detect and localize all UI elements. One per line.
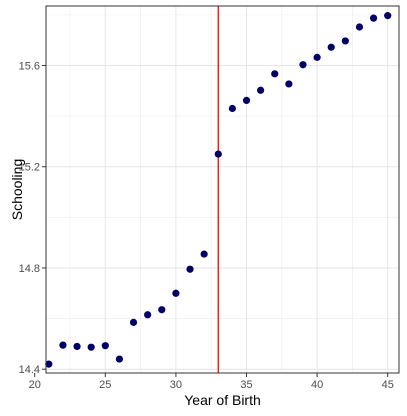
data-point <box>384 12 392 20</box>
data-point <box>101 342 109 350</box>
y-axis-ticks: 14.4 14.8 15.2 15.6 <box>19 60 46 376</box>
data-point <box>172 289 180 297</box>
x-axis-ticks: 20 25 30 35 40 45 <box>29 373 394 391</box>
data-point <box>257 86 265 94</box>
plot-panel-border <box>45 5 400 374</box>
x-tick-label: 20 <box>29 379 41 391</box>
y-axis-title: Schooling <box>9 159 25 221</box>
y-tick-label: 14.4 <box>19 364 40 376</box>
x-tick-label: 40 <box>311 379 323 391</box>
data-point <box>341 37 349 45</box>
data-point <box>144 311 152 319</box>
x-tick-label: 25 <box>99 379 111 391</box>
data-point <box>327 43 335 51</box>
major-gridlines <box>46 6 399 373</box>
data-point <box>271 70 279 78</box>
data-point <box>299 61 307 69</box>
data-point <box>228 104 236 113</box>
data-point <box>129 318 138 326</box>
x-tick-label: 35 <box>240 379 252 391</box>
data-point <box>87 343 95 351</box>
x-tick-label: 30 <box>170 379 182 391</box>
data-point <box>313 53 321 61</box>
data-point <box>158 306 166 314</box>
y-tick-label: 15.6 <box>19 60 40 72</box>
x-tick-label: 45 <box>382 379 394 391</box>
y-tick-label: 14.8 <box>19 263 40 275</box>
data-point <box>73 342 81 351</box>
y-tick-label: 15.2 <box>19 162 40 174</box>
data-point <box>186 265 194 273</box>
data-point <box>242 96 251 105</box>
data-point <box>59 341 67 349</box>
data-point <box>115 355 124 363</box>
data-point <box>355 23 364 31</box>
data-point <box>200 250 208 258</box>
data-points <box>45 12 392 368</box>
data-point <box>45 360 53 368</box>
x-axis-title: Year of Birth <box>184 392 261 408</box>
data-point <box>214 150 222 158</box>
data-point <box>369 14 378 22</box>
minor-gridlines <box>46 6 399 373</box>
data-point <box>285 80 293 88</box>
